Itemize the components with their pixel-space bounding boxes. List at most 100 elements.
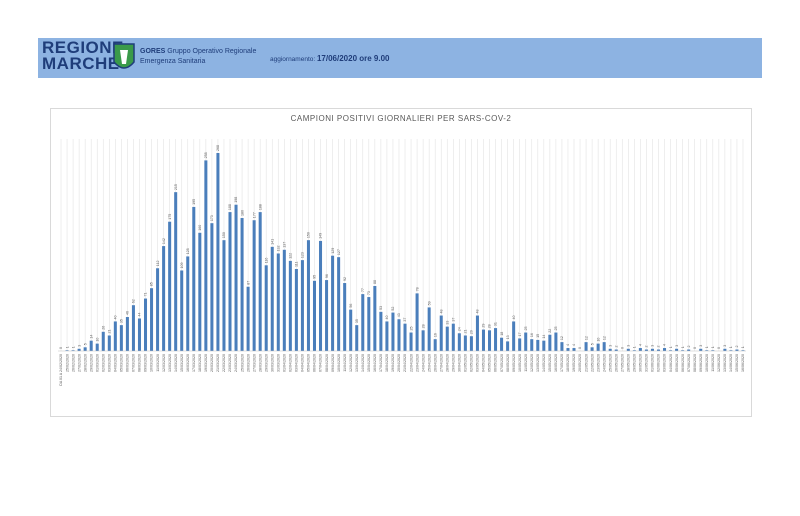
x-tick-label: 17/05/2020 <box>560 354 564 372</box>
value-label: 4 <box>566 344 570 346</box>
x-tick-label: 05/05/2020 <box>488 354 492 372</box>
value-label: 215 <box>174 184 178 190</box>
bar <box>306 240 310 351</box>
x-tick-label: 03/05/2020 <box>476 354 480 372</box>
value-label: 12 <box>602 336 606 340</box>
x-tick-label: 07/05/2020 <box>500 354 504 372</box>
org-desc: Gruppo Operativo Regionale <box>167 48 257 55</box>
bar <box>107 335 111 351</box>
x-tick-label: 28/02/2020 <box>83 354 87 372</box>
bar <box>300 260 304 351</box>
x-tick-label: 25/03/2020 <box>240 354 244 372</box>
bar <box>162 246 166 351</box>
value-label: 62 <box>132 299 136 303</box>
bar <box>650 348 654 351</box>
bar <box>614 349 618 351</box>
header: REGIONE MARCHE GORES Gruppo Operativo Reg… <box>38 38 762 78</box>
value-label: 10 <box>95 338 99 342</box>
value-label: 141 <box>270 239 274 245</box>
bar <box>180 270 184 351</box>
x-tick-label: 26/02/2020 <box>71 354 75 372</box>
value-label: 1 <box>71 346 75 348</box>
x-tick-label: 27/05/2020 <box>620 354 624 372</box>
x-tick-label: 29/04/2020 <box>451 354 455 372</box>
x-tick-label: 22/05/2020 <box>590 354 594 372</box>
x-tick-label: 15/03/2020 <box>180 354 184 372</box>
org-name: GORES <box>140 48 166 55</box>
value-label: 71 <box>144 293 148 297</box>
bar <box>294 268 298 351</box>
bar <box>469 336 473 351</box>
bar <box>494 328 498 351</box>
x-tick-label: 06/03/2020 <box>126 354 130 372</box>
x-tick-label: 08/05/2020 <box>506 354 510 372</box>
x-tick-label: 07/06/2020 <box>687 354 691 372</box>
bar <box>681 350 685 351</box>
value-label: 12 <box>584 336 588 340</box>
bar <box>282 249 286 351</box>
bar <box>566 348 570 351</box>
x-tick-label: 19/03/2020 <box>204 354 208 372</box>
x-tick-label: 02/04/2020 <box>289 354 293 372</box>
update-value: 17/06/2020 ore 9.00 <box>316 54 390 63</box>
value-label: 25 <box>409 327 413 331</box>
x-tick-label: 09/04/2020 <box>331 354 335 372</box>
bar <box>481 329 485 351</box>
bar <box>331 255 335 351</box>
bar <box>729 350 733 351</box>
value-label: 188 <box>228 204 232 210</box>
value-label: 31 <box>494 322 498 326</box>
bar <box>125 317 129 351</box>
bar <box>216 153 220 351</box>
value-label: 40 <box>512 315 516 319</box>
bar <box>89 340 93 351</box>
bar <box>735 349 739 351</box>
x-tick-label: 09/06/2020 <box>699 354 703 372</box>
bar <box>427 307 431 351</box>
logo-text: MARCHE <box>42 54 120 73</box>
value-label: 127 <box>337 249 341 255</box>
x-tick-label: 01/06/2020 <box>651 354 655 372</box>
bar <box>222 240 226 351</box>
value-label: 175 <box>168 214 172 220</box>
bar <box>385 321 389 351</box>
value-label: 29 <box>482 324 486 328</box>
x-tick-label: 02/03/2020 <box>101 354 105 372</box>
bar <box>270 246 274 351</box>
value-label: 14 <box>542 335 546 339</box>
bar <box>288 260 292 351</box>
x-tick-label: 20/05/2020 <box>578 354 582 372</box>
x-tick-label: 01/04/2020 <box>283 354 287 372</box>
value-label: 16 <box>433 333 437 337</box>
value-label: 3 <box>627 345 631 347</box>
bar <box>204 160 208 351</box>
value-label: 77 <box>361 288 365 292</box>
bar <box>590 347 594 351</box>
x-tick-label: 14/05/2020 <box>542 354 546 372</box>
x-tick-label: 06/05/2020 <box>494 354 498 372</box>
value-label: 92 <box>343 277 347 281</box>
value-label: 85 <box>150 282 154 286</box>
x-tick-label: 09/03/2020 <box>144 354 148 372</box>
value-label: 1 <box>711 346 715 348</box>
value-label: 160 <box>198 225 202 231</box>
value-label: 78 <box>415 287 419 291</box>
x-tick-label: 08/06/2020 <box>693 354 697 372</box>
bar <box>524 332 528 351</box>
value-label: 26 <box>101 326 105 330</box>
x-tick-label: 10/03/2020 <box>150 354 154 372</box>
value-label: 25 <box>554 327 558 331</box>
bar <box>560 342 564 351</box>
x-tick-label: 16/03/2020 <box>186 354 190 372</box>
chart-box: CAMPIONI POSITIVI GIORNALIERI PER SARS-C… <box>50 108 752 417</box>
x-tick-label: 16/05/2020 <box>554 354 558 372</box>
bar <box>518 338 522 351</box>
value-label: 5 <box>590 343 594 345</box>
x-tick-label: 11/05/2020 <box>524 354 528 372</box>
bar <box>644 349 648 351</box>
value-label: 4 <box>663 344 667 346</box>
bar <box>699 348 703 351</box>
x-tick-label: 16/04/2020 <box>373 354 377 372</box>
bar <box>463 335 467 351</box>
